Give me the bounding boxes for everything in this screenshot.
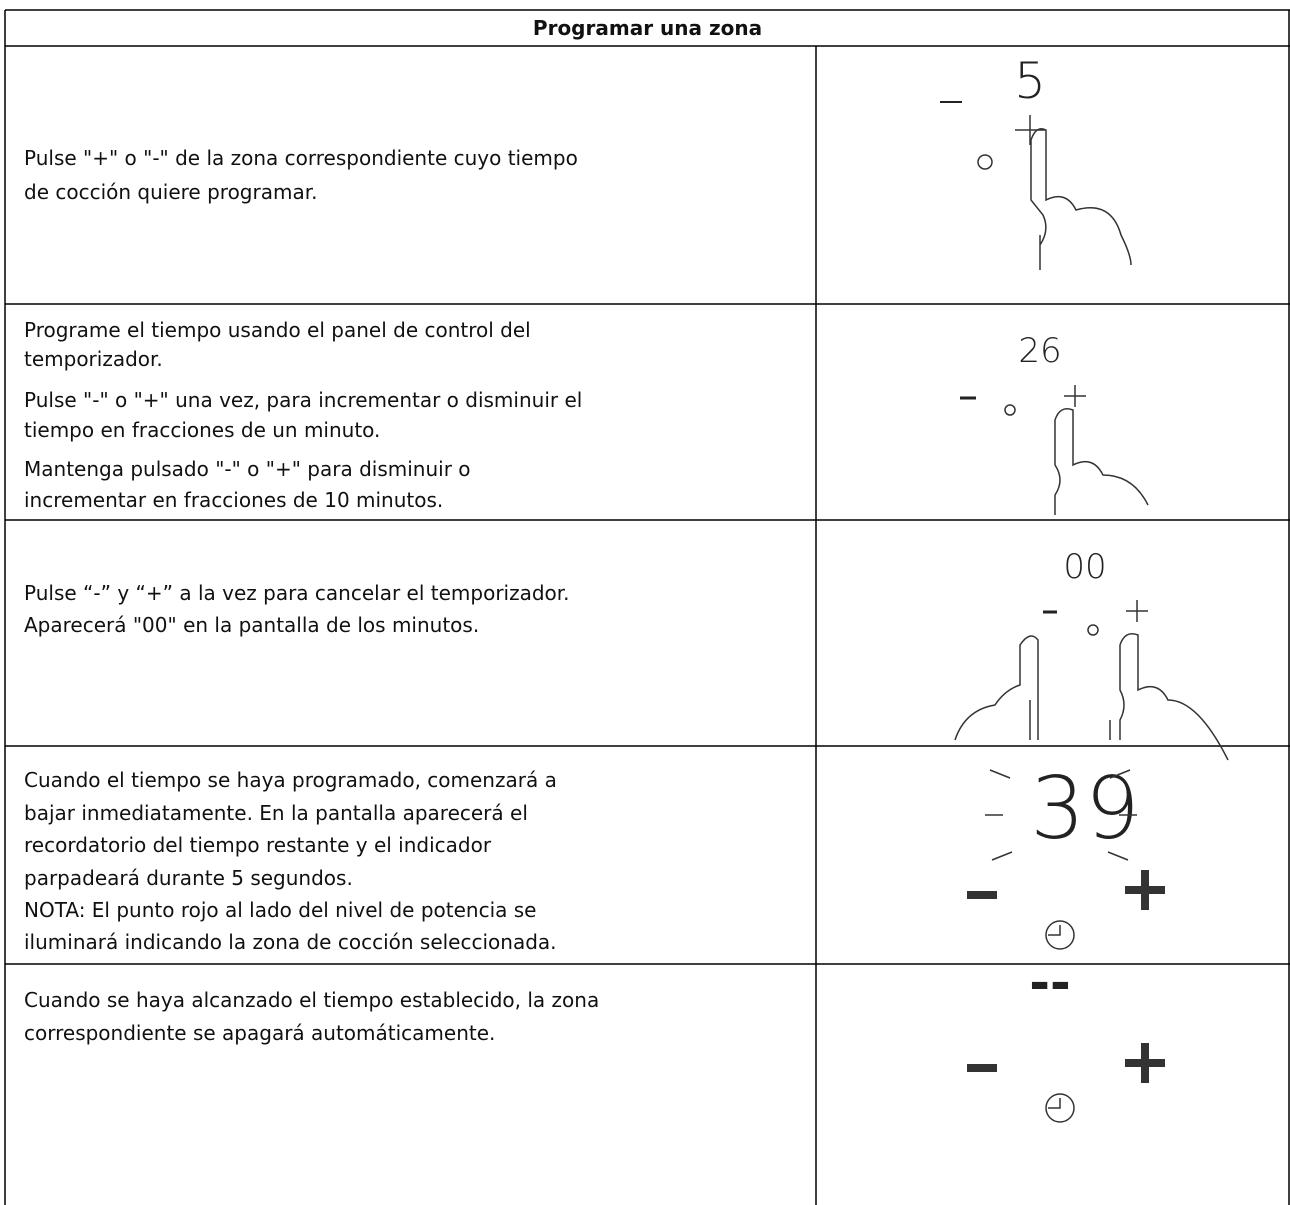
text-line: Mantenga pulsado "-" o "+" para disminui… — [24, 457, 471, 481]
text-line: temporizador. — [24, 347, 163, 371]
text-line: NOTA: El punto rojo al lado del nivel de… — [24, 898, 537, 922]
text-line: Pulse "+" o "-" de la zona correspondien… — [24, 146, 578, 170]
text-line: Cuando se haya alcanzado el tiempo estab… — [24, 988, 600, 1012]
display: 39 — [1030, 759, 1139, 859]
text-line: Pulse “-” y “+” a la vez para cancelar e… — [24, 581, 570, 605]
display: -- — [1029, 954, 1071, 1012]
text-line: Aparecerá "00" en la pantalla de los min… — [24, 613, 480, 637]
display: 26 — [1018, 331, 1061, 371]
text-line: de cocción quiere programar. — [24, 180, 318, 204]
text-line: parpadeará durante 5 segundos. — [24, 866, 353, 890]
illustration-4: 39 — [967, 759, 1165, 950]
borders — [4, 9, 1290, 1205]
text-line: Cuando el tiempo se haya programado, com… — [24, 768, 557, 792]
text-line: tiempo en fracciones de un minuto. — [24, 418, 381, 442]
text-line: correspondiente se apagará automáticamen… — [24, 1021, 496, 1045]
text-line: Programe el tiempo usando el panel de co… — [24, 318, 531, 342]
table-title: Programar una zona — [532, 16, 763, 40]
illustration-3: 00 — [954, 547, 1229, 761]
text-line: iluminará indicando la zona de cocción s… — [24, 930, 557, 954]
illustration-1: 5 — [940, 52, 1132, 270]
display: 00 — [1063, 547, 1106, 587]
illustration-2: 26 — [960, 331, 1149, 515]
text-line: bajar inmediatamente. En la pantalla apa… — [24, 801, 528, 825]
display: 5 — [1014, 52, 1046, 110]
text-line: recordatorio del tiempo restante y el in… — [24, 833, 492, 857]
illustration-5: -- — [967, 954, 1165, 1123]
text-line: Pulse "-" o "+" una vez, para incrementa… — [24, 388, 583, 412]
text-line: incrementar en fracciones de 10 minutos. — [24, 488, 444, 512]
